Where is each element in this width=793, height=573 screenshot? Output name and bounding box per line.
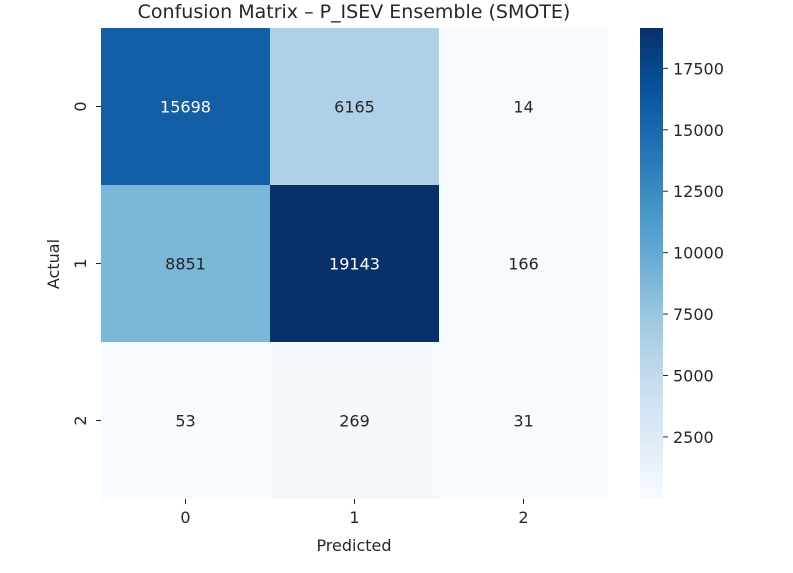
colorbar-tick-label-1: 5000 [673, 366, 714, 385]
cell-value-r2-c0: 53 [175, 412, 195, 431]
colorbar-tick-label-4: 12500 [673, 182, 724, 201]
y-tick-label-1: 1 [71, 258, 90, 268]
x-axis-ticks: 0 1 2 [180, 499, 529, 527]
cell-value-r2-c2: 31 [513, 412, 533, 431]
heatmap-cell-r1-c0 [101, 185, 270, 342]
heatmap-cell-r0-c1 [270, 28, 439, 185]
x-tick-label-0: 0 [180, 508, 190, 527]
heatmap-cell-r0-c0 [101, 28, 270, 185]
colorbar-tick-label-0: 2500 [673, 428, 714, 447]
colorbar-ticks: 2500 5000 7500 10000 12500 15000 17500 [663, 59, 724, 447]
y-tick-label-0: 0 [71, 101, 90, 111]
x-tick-label-2: 2 [518, 508, 528, 527]
heatmap-cells [101, 28, 608, 499]
heatmap-cell-r1-c1 [270, 185, 439, 342]
y-axis-ticks: 0 1 2 [71, 101, 101, 426]
heatmap-cell-r2-c2 [439, 342, 608, 499]
heatmap-cell-r2-c0 [101, 342, 270, 499]
cell-value-r1-c0: 8851 [165, 255, 206, 274]
colorbar-tick-label-6: 17500 [673, 59, 724, 78]
colorbar-tick-label-3: 10000 [673, 244, 724, 263]
cell-value-r1-c2: 166 [508, 255, 539, 274]
y-axis-label: Actual [44, 239, 63, 289]
y-tick-label-2: 2 [71, 415, 90, 425]
chart-title: Confusion Matrix – P_ISEV Ensemble (SMOT… [138, 1, 571, 23]
cell-value-r0-c1: 6165 [334, 98, 375, 117]
x-tick-label-1: 1 [349, 508, 359, 527]
cell-value-r1-c1: 19143 [329, 255, 380, 274]
cell-value-r0-c2: 14 [513, 98, 533, 117]
colorbar-tick-label-5: 15000 [673, 121, 724, 140]
heatmap-cell-r0-c2 [439, 28, 608, 185]
heatmap-cell-r1-c2 [439, 185, 608, 342]
x-axis-label: Predicted [316, 536, 391, 555]
colorbar-tick-label-2: 7500 [673, 305, 714, 324]
cell-value-r0-c0: 15698 [160, 98, 211, 117]
heatmap-cell-r2-c1 [270, 342, 439, 499]
cell-value-r2-c1: 269 [339, 412, 370, 431]
heatmap-cell-labels: 15698 6165 14 8851 19143 166 53 269 31 [160, 98, 539, 431]
colorbar [640, 28, 663, 498]
